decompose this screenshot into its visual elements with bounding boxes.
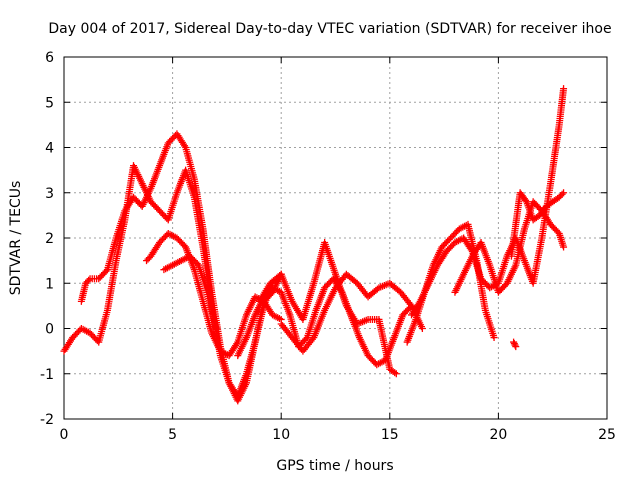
y-tick-label: 1 <box>45 276 54 292</box>
x-tick-label: 20 <box>489 427 507 443</box>
data-point-marker <box>558 190 566 198</box>
series-isolated-points <box>510 338 520 351</box>
y-tick-label: 2 <box>45 231 54 247</box>
data-point-marker <box>560 189 568 197</box>
data-point-marker <box>391 369 399 377</box>
data-point-marker <box>512 343 520 351</box>
data-point-marker <box>102 267 110 275</box>
series-satellite-track-k <box>507 189 568 260</box>
data-point-marker <box>560 85 568 93</box>
series-satellite-track-c <box>143 229 285 360</box>
y-tick-label: 6 <box>45 50 54 66</box>
y-tick-label: -2 <box>40 412 54 428</box>
data-point-marker <box>193 260 201 268</box>
data-point-marker <box>302 335 310 343</box>
series-satellite-track-d <box>160 252 220 332</box>
series-satellite-track-b <box>77 130 285 405</box>
data-point-marker <box>418 325 426 332</box>
y-axis-label: SDTVAR / TECUs <box>8 181 24 296</box>
series-satellite-track-i <box>408 85 568 319</box>
y-tick-label: 3 <box>45 186 54 202</box>
y-tick-label: 4 <box>45 141 54 157</box>
x-axis-label: GPS time / hours <box>276 458 393 474</box>
series-satellite-track-g <box>277 270 426 355</box>
tick-labels: 0 5 10 15 20 25 -2 -1 0 1 2 3 4 5 6 <box>40 50 616 443</box>
data-point-marker <box>85 276 93 284</box>
x-tick-label: 15 <box>381 427 399 443</box>
axis-ticks <box>63 56 608 420</box>
data-point-marker <box>490 334 498 342</box>
chart-title: Day 004 of 2017, Sidereal Day-to-day VTE… <box>48 21 611 37</box>
gridlines <box>64 57 607 419</box>
data-point-marker <box>510 340 518 348</box>
x-tick-label: 25 <box>598 427 616 443</box>
data-point-marker <box>522 196 530 204</box>
data-point-marker <box>511 341 519 349</box>
data-point-marker <box>212 325 220 332</box>
data-point-marker <box>510 338 518 346</box>
y-tick-label: 5 <box>45 95 54 111</box>
data-point-marker <box>560 243 568 251</box>
x-tick-label: 10 <box>272 427 290 443</box>
data-point-marker <box>392 370 400 378</box>
x-tick-label: 5 <box>168 427 177 443</box>
data-points <box>60 85 568 405</box>
y-tick-label: -1 <box>40 367 54 383</box>
y-tick-label: 0 <box>45 322 54 338</box>
series-satellite-track-j <box>451 198 568 296</box>
x-tick-label: 0 <box>60 427 69 443</box>
